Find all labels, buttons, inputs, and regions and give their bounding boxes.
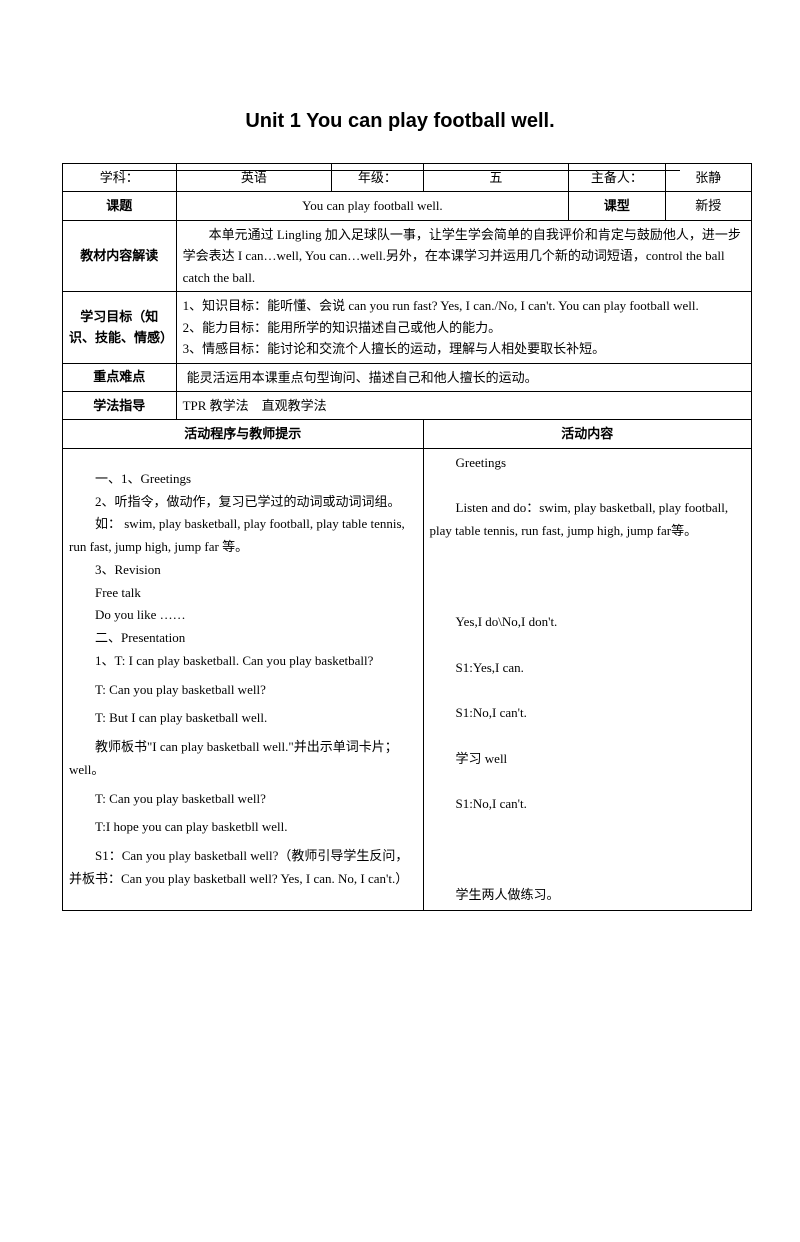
al-p10: T: But I can play basketball well. — [69, 707, 417, 730]
objective-1: 1、知识目标：能听懂、会说 can you run fast? Yes, I c… — [183, 295, 745, 316]
al-p13: T:I hope you can play basketbll well. — [69, 816, 417, 839]
al-p7: 二、Presentation — [69, 627, 417, 650]
al-p1: 一、1、Greetings — [69, 468, 417, 491]
material-row: 教材内容解读 本单元通过 Lingling 加入足球队一事，让学生学会简单的自我… — [63, 220, 752, 291]
prep-value: 张静 — [665, 164, 751, 192]
material-text: 本单元通过 Lingling 加入足球队一事，让学生学会简单的自我评价和肯定与鼓… — [176, 220, 751, 291]
objective-3: 3、情感目标：能讨论和交流个人擅长的运动，理解与人相处要取长补短。 — [183, 338, 745, 359]
page-title: Unit 1 You can play football well. — [0, 110, 800, 133]
al-p6: Do you like …… — [69, 604, 417, 627]
keypoint-text: 能灵活运用本课重点句型询问、描述自己和他人擅长的运动。 — [176, 363, 751, 391]
objectives-text: 1、知识目标：能听懂、会说 can you run fast? Yes, I c… — [176, 292, 751, 363]
al-p14: S1：Can you play basketball well?（教师引导学生反… — [69, 845, 417, 891]
subject-value: 英语 — [176, 164, 332, 192]
ar-p1: Greetings — [430, 452, 745, 475]
ar-p5 — [430, 566, 745, 589]
method-row: 学法指导 TPR 教学法 直观教学法 — [63, 391, 752, 419]
grade-value: 五 — [423, 164, 569, 192]
ar-p19: 学生两人做练习。 — [430, 884, 745, 907]
top-rule — [120, 170, 680, 171]
ar-p17 — [430, 839, 745, 862]
objectives-label: 学习目标（知识、技能、情感） — [63, 292, 177, 363]
ar-p8 — [430, 634, 745, 657]
keypoint-label: 重点难点 — [63, 363, 177, 391]
activity-header-right: 活动内容 — [423, 420, 751, 448]
activity-content-row: 一、1、Greetings 2、听指令，做动作，复习已学过的动词或动词词组。 如… — [63, 448, 752, 910]
al-p9: T: Can you play basketball well? — [69, 679, 417, 702]
activity-header-left: 活动程序与教师提示 — [63, 420, 424, 448]
material-label: 教材内容解读 — [63, 220, 177, 291]
method-label: 学法指导 — [63, 391, 177, 419]
topic-value: You can play football well. — [176, 192, 569, 220]
al-p4: 3、Revision — [69, 559, 417, 582]
method-text: TPR 教学法 直观教学法 — [176, 391, 751, 419]
subject-label: 学科： — [63, 164, 177, 192]
ar-p13: 学习 well — [430, 748, 745, 771]
keypoint-row: 重点难点 能灵活运用本课重点句型询问、描述自己和他人擅长的运动。 — [63, 363, 752, 391]
ar-p4 — [430, 543, 745, 566]
topic-label: 课题 — [63, 192, 177, 220]
ar-p14 — [430, 770, 745, 793]
type-value: 新授 — [665, 192, 751, 220]
ar-p18 — [430, 861, 745, 884]
ar-p3: Listen and do：swim, play basketball, pla… — [430, 497, 745, 543]
ar-p9: S1:Yes,I can. — [430, 657, 745, 680]
al-p2: 2、听指令，做动作，复习已学过的动词或动词词组。 — [69, 491, 417, 514]
info-row-1: 学科： 英语 年级： 五 主备人： 张静 — [63, 164, 752, 192]
type-label: 课型 — [569, 192, 665, 220]
ar-p7: Yes,I do\No,I don't. — [430, 611, 745, 634]
activity-header-row: 活动程序与教师提示 活动内容 — [63, 420, 752, 448]
info-row-2: 课题 You can play football well. 课型 新授 — [63, 192, 752, 220]
lesson-plan-table: 学科： 英语 年级： 五 主备人： 张静 课题 You can play foo… — [62, 163, 752, 911]
grade-label: 年级： — [332, 164, 423, 192]
ar-p10 — [430, 679, 745, 702]
ar-p15: S1:No,I can't. — [430, 793, 745, 816]
ar-p12 — [430, 725, 745, 748]
ar-p2 — [430, 475, 745, 498]
al-p8: 1、T: I can play basketball. Can you play… — [69, 650, 417, 673]
ar-p6 — [430, 588, 745, 611]
activity-left-cell: 一、1、Greetings 2、听指令，做动作，复习已学过的动词或动词词组。 如… — [63, 448, 424, 910]
prep-label: 主备人： — [569, 164, 665, 192]
objective-2: 2、能力目标：能用所学的知识描述自己或他人的能力。 — [183, 317, 745, 338]
al-p5: Free talk — [69, 582, 417, 605]
al-p12: T: Can you play basketball well? — [69, 788, 417, 811]
al-p3: 如： swim, play basketball, play football,… — [69, 513, 417, 559]
ar-p11: S1:No,I can't. — [430, 702, 745, 725]
objectives-row: 学习目标（知识、技能、情感） 1、知识目标：能听懂、会说 can you run… — [63, 292, 752, 363]
activity-right-cell: Greetings Listen and do：swim, play baske… — [423, 448, 751, 910]
al-p11: 教师板书"I can play basketball well."并出示单词卡片… — [69, 736, 417, 782]
ar-p16 — [430, 816, 745, 839]
